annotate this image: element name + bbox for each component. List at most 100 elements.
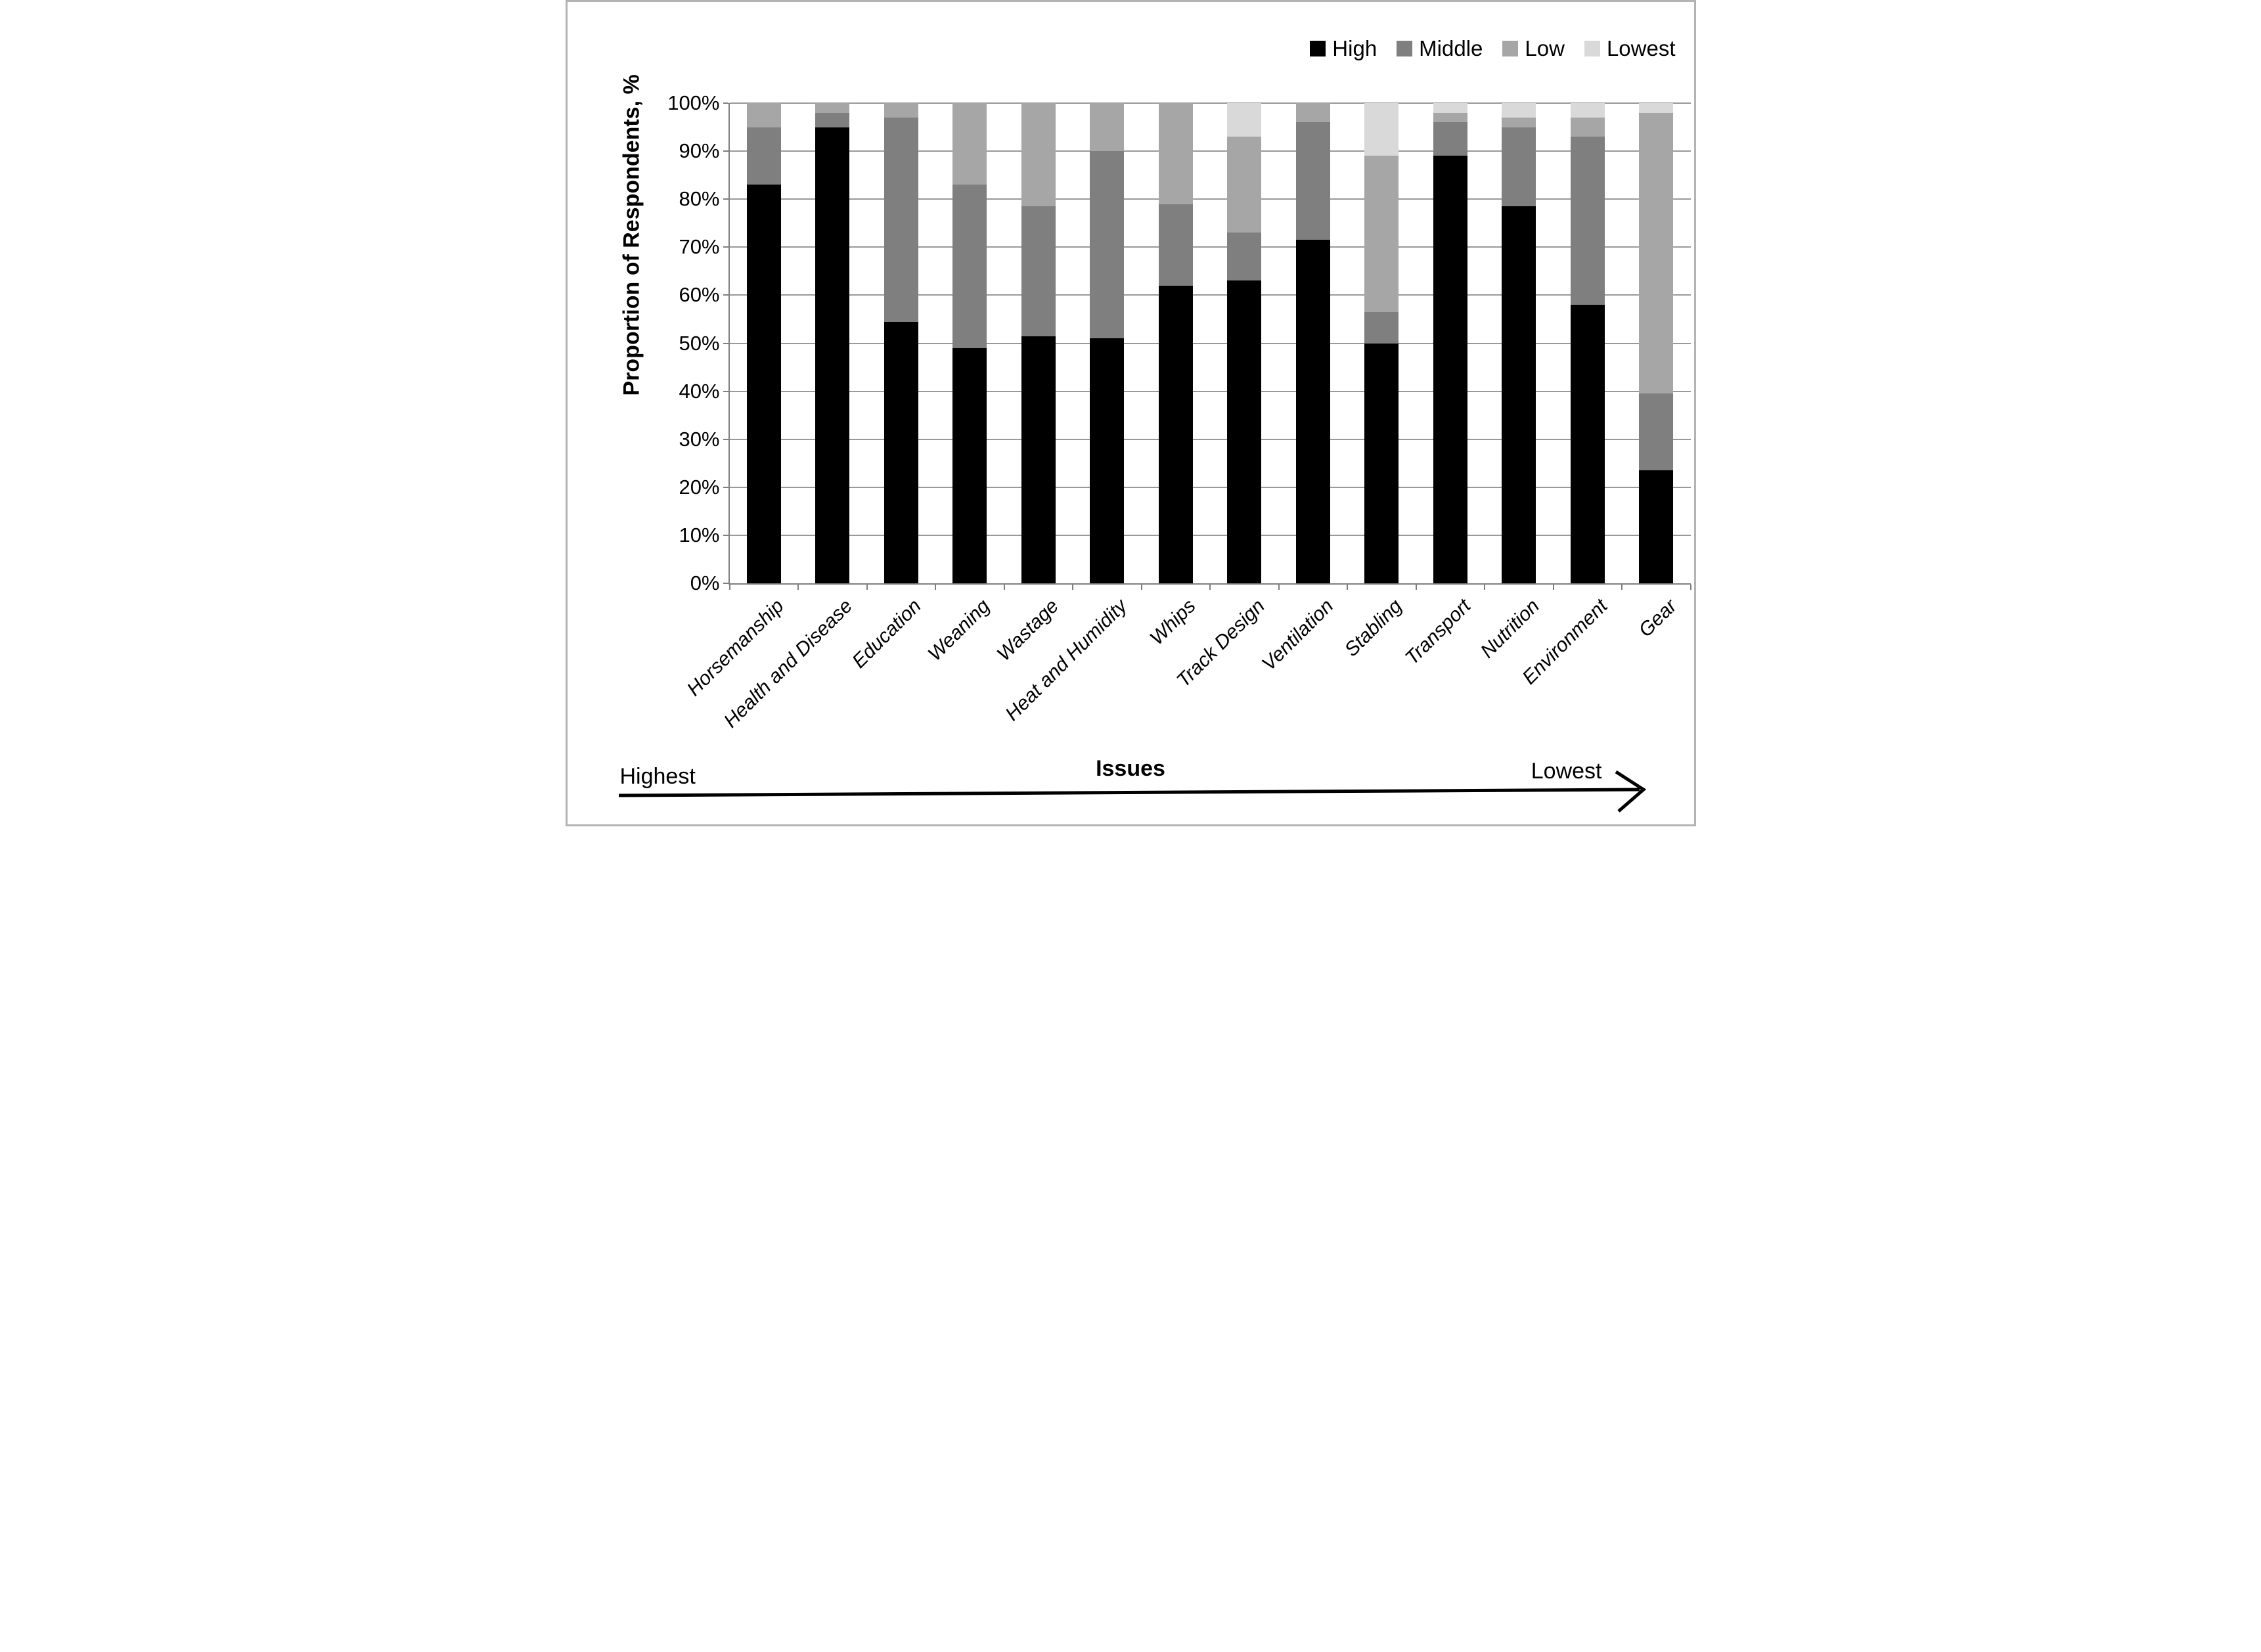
bar-segment-horsemanship-middle — [746, 127, 781, 185]
legend-item-lowest: Lowest — [1584, 36, 1676, 61]
x-tick-10 — [1415, 585, 1417, 590]
bar-segment-health-and-disease-low — [815, 103, 850, 113]
x-category-label-weaning: Weaning — [924, 595, 995, 665]
legend-swatch-lowest — [1584, 41, 1600, 56]
bar-segment-ventilation-low — [1295, 103, 1330, 123]
gridline-20 — [729, 486, 1691, 488]
bar-segment-track-design-high — [1227, 280, 1262, 583]
bar-segment-wastage-low — [1021, 103, 1056, 207]
y-tick-label-70: 70% — [679, 235, 720, 259]
bar-segment-ventilation-high — [1295, 240, 1330, 583]
bar-segment-transport-middle — [1433, 122, 1467, 156]
legend-label-low: Low — [1525, 36, 1565, 60]
bar-segment-environment-middle — [1570, 137, 1605, 305]
x-tick-14 — [1690, 585, 1691, 590]
gridline-40 — [729, 390, 1691, 392]
bar-segment-environment-high — [1570, 305, 1605, 583]
bar-segment-gear-lowest — [1639, 103, 1674, 113]
gridline-50 — [729, 342, 1691, 344]
bar-horsemanship — [746, 103, 781, 583]
y-tick-label-100: 100% — [667, 91, 720, 114]
bar-segment-health-and-disease-high — [815, 127, 850, 583]
bar-wastage — [1021, 103, 1056, 583]
bar-health-and-disease — [815, 103, 850, 583]
bar-segment-horsemanship-low — [746, 103, 781, 127]
bar-segment-wastage-high — [1021, 336, 1056, 583]
x-tick-12 — [1552, 585, 1554, 590]
y-tick-50 — [723, 342, 728, 344]
bar-nutrition — [1502, 103, 1536, 583]
gridline-60 — [729, 294, 1691, 296]
x-tick-3 — [935, 585, 936, 590]
x-category-label-stabling: Stabling — [1340, 595, 1406, 661]
gridline-10 — [729, 534, 1691, 536]
bar-segment-track-design-low — [1227, 137, 1262, 233]
x-tick-5 — [1072, 585, 1073, 590]
y-tick-30 — [723, 438, 728, 440]
y-tick-label-20: 20% — [679, 475, 720, 499]
y-tick-label-10: 10% — [679, 523, 720, 547]
bar-segment-stabling-middle — [1364, 312, 1399, 344]
legend-label-middle: Middle — [1419, 36, 1483, 60]
x-category-label-ventilation: Ventilation — [1257, 595, 1338, 675]
x-tick-6 — [1140, 585, 1142, 590]
y-tick-100 — [723, 102, 728, 104]
bar-environment — [1570, 103, 1605, 583]
bar-segment-horsemanship-high — [746, 185, 781, 583]
legend-item-low: Low — [1502, 36, 1565, 61]
plot-area: 0% 10% 20% 30% 40% 50% 60% 70% 80% 90% 100% Horsema… — [667, 91, 1691, 732]
bar-segment-transport-high — [1433, 156, 1467, 583]
bar-segment-transport-low — [1433, 112, 1467, 123]
chart-figure: High Middle Low Lowest Proportion of Respon… — [565, 0, 1696, 826]
legend-swatch-middle — [1397, 41, 1413, 56]
y-tick-90 — [723, 150, 728, 152]
y-tick-10 — [723, 534, 728, 536]
priority-axis-annotation: Highest Issues Lowest — [568, 743, 1694, 822]
highest-label: Highest — [619, 764, 696, 789]
x-tick-13 — [1621, 585, 1623, 590]
bar-segment-nutrition-high — [1502, 206, 1536, 583]
bar-segment-track-design-middle — [1227, 233, 1262, 281]
bar-segment-stabling-low — [1364, 156, 1399, 312]
legend: High Middle Low Lowest — [1310, 36, 1676, 61]
x-category-label-health-and-disease: Health and Disease — [720, 595, 857, 732]
bar-segment-education-middle — [884, 117, 918, 322]
x-category-label-nutrition: Nutrition — [1476, 595, 1544, 663]
x-tick-8 — [1278, 585, 1280, 590]
y-tick-label-60: 60% — [679, 283, 720, 307]
bar-transport — [1433, 103, 1467, 583]
x-tick-0 — [728, 585, 730, 590]
legend-label-lowest: Lowest — [1606, 36, 1676, 60]
x-tick-7 — [1209, 585, 1211, 590]
bar-segment-environment-lowest — [1570, 103, 1605, 118]
legend-label-high: High — [1332, 36, 1377, 60]
bar-segment-weaning-high — [952, 347, 987, 583]
bar-segment-stabling-high — [1364, 343, 1399, 583]
bar-segment-whips-high — [1158, 285, 1193, 583]
legend-item-high: High — [1310, 36, 1377, 61]
x-category-label-whips: Whips — [1146, 595, 1201, 650]
bar-segment-education-high — [884, 321, 918, 583]
y-axis-title: Proportion of Respondents, % — [619, 74, 644, 396]
bar-weaning — [952, 103, 987, 583]
bar-segment-gear-middle — [1639, 393, 1674, 471]
gridline-90 — [729, 150, 1691, 152]
legend-item-middle: Middle — [1397, 36, 1483, 61]
y-tick-80 — [723, 198, 728, 200]
bar-segment-gear-high — [1639, 470, 1674, 583]
gridline-80 — [729, 198, 1691, 200]
gridline-100 — [729, 102, 1691, 104]
y-tick-label-50: 50% — [679, 331, 720, 355]
bar-whips — [1158, 103, 1193, 583]
gridline-30 — [729, 438, 1691, 440]
bar-segment-heat-and-humidity-middle — [1090, 151, 1125, 339]
bar-track-design — [1227, 103, 1262, 583]
x-tick-9 — [1347, 585, 1348, 590]
y-tick-0 — [723, 583, 728, 584]
x-axis-title: Issues — [1096, 756, 1165, 781]
bar-segment-wastage-middle — [1021, 206, 1056, 336]
bar-segment-environment-low — [1570, 117, 1605, 137]
bar-gear — [1639, 103, 1674, 583]
x-tick-1 — [797, 585, 799, 590]
bar-segment-weaning-middle — [952, 185, 987, 348]
